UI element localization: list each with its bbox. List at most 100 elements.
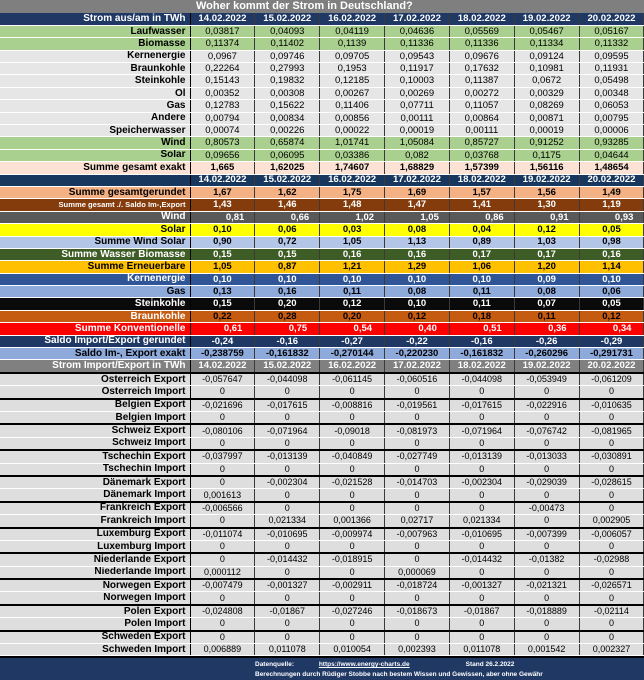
value-cell: 0,00267 [319, 87, 386, 101]
value-cell: 0,04644 [579, 149, 644, 163]
value-cell: 1,56116 [514, 161, 580, 175]
row-label: Summe Konventionelle [0, 322, 191, 336]
value-cell: -0,010635 [579, 397, 644, 412]
row-label: Biomasse [0, 37, 191, 51]
date-cell: 14.02.2022 [190, 359, 256, 374]
value-cell: 0 [254, 566, 321, 580]
value-cell: 0,11402 [254, 37, 321, 51]
value-cell: -0,006566 [190, 500, 256, 516]
value-cell: 0 [319, 629, 386, 645]
row-label: Luxemburg Export [0, 526, 191, 541]
table-row: Wind 0,80573 0,65874 1,01741 1,05084 0,85727 0… [0, 136, 644, 150]
table-row: Steinkohle 0,15 0,20 0,12 0,10 0,11 0,07 0,05 [0, 297, 644, 311]
table-row: Solar 0,09656 0,06095 0,03386 0,082 0,03768 0,… [0, 149, 644, 163]
value-cell: 0,11057 [449, 99, 515, 113]
value-cell: 0,000112 [190, 566, 256, 580]
value-cell: -0,014703 [384, 474, 450, 490]
value-cell: -0,026571 [579, 578, 644, 593]
value-cell: 0,20 [319, 310, 386, 324]
value-cell: 0 [384, 385, 450, 400]
value-cell: 0,15143 [190, 74, 256, 88]
value-cell: 0 [514, 488, 580, 503]
value-cell: 1,75 [319, 186, 386, 200]
value-cell: 1,67 [190, 186, 256, 200]
value-cell: 0 [190, 629, 256, 645]
value-cell: -0,238759 [190, 347, 256, 361]
date-cell: 15.02.2022 [254, 359, 321, 374]
row-label: Solar [0, 149, 191, 163]
value-cell: -0,018673 [384, 603, 450, 619]
value-cell: 0 [319, 566, 386, 580]
value-cell: -0,071964 [254, 423, 321, 438]
value-cell: -0,022916 [514, 397, 580, 412]
value-cell: -0,260296 [514, 347, 580, 361]
value-cell: 0,28 [254, 310, 321, 324]
stand-label: Stand 26.2.2022 [465, 661, 515, 669]
value-cell: 0,00226 [254, 124, 321, 138]
table-row: Norwegen Import 0 0 0 0 0 0 0 [0, 591, 644, 606]
value-cell: 0,03386 [319, 149, 386, 163]
value-cell: 0,00272 [449, 87, 515, 101]
value-cell: -0,01382 [514, 552, 580, 567]
value-cell: 0,34 [579, 322, 644, 336]
value-cell: 0,93285 [579, 136, 644, 150]
value-cell: 0,00074 [190, 124, 256, 138]
row-label: Wind [0, 136, 191, 150]
value-cell: -0,161832 [449, 347, 515, 361]
value-cell: 1,06 [449, 260, 515, 274]
value-cell: 0,10 [254, 273, 321, 287]
source-link[interactable]: https://www.energy-charts.de [318, 661, 410, 669]
row-label: Österreich Export [0, 371, 191, 387]
table-row: Niederlande Export 0 -0,014432 -0,018915 0 -0… [0, 552, 644, 567]
value-cell: 0 [384, 629, 450, 645]
value-cell: 0,12 [384, 310, 450, 324]
value-cell: 0,93 [579, 211, 644, 225]
table-row: Gas 0,12783 0,15622 0,11406 0,07711 0,11057 0,… [0, 99, 644, 113]
value-cell: 0,91 [514, 211, 580, 225]
value-cell: 0,05467 [514, 25, 580, 39]
value-cell: 0,22 [190, 310, 256, 324]
value-cell: 0 [449, 488, 515, 503]
value-cell: 0 [319, 385, 386, 400]
value-cell: 0 [190, 591, 256, 606]
row-label: Tschechin Import [0, 463, 191, 477]
value-cell: 0 [190, 552, 256, 567]
value-cell: 0 [254, 629, 321, 645]
value-cell: 0,00111 [449, 124, 515, 138]
date-cell: 20.02.2022 [579, 13, 644, 26]
value-cell: 0,0967 [190, 50, 256, 64]
value-cell: -0,021528 [319, 474, 386, 490]
date-cell: 17.02.2022 [384, 359, 450, 374]
strom-table: Strom aus/am in TWh 14.02.2022 15.02.2022 1… [0, 13, 644, 657]
value-cell: -0,027749 [384, 449, 450, 464]
value-cell: 1,05 [384, 211, 450, 225]
value-cell: -0,24 [190, 335, 256, 349]
value-cell: 0 [319, 411, 386, 425]
value-cell: -0,017615 [449, 397, 515, 412]
row-label: Steinkohle [0, 74, 191, 88]
value-cell: 0 [579, 566, 644, 580]
value-cell: 0,11 [514, 310, 580, 324]
value-cell: 0,03 [319, 223, 386, 237]
value-cell: 0 [384, 540, 450, 554]
table-row: Belgien Import 0 0 0 0 0 0 0 [0, 411, 644, 425]
value-cell: 1,68829 [384, 161, 450, 175]
date-cell: 18.02.2022 [449, 174, 515, 187]
value-cell: 1,69 [384, 186, 450, 200]
value-cell: 0 [319, 540, 386, 554]
table-row: Schweiz Export -0,080106 -0,071964 -0,09018… [0, 423, 644, 438]
value-cell: -0,006057 [579, 526, 644, 541]
value-cell: 0 [514, 617, 580, 632]
value-cell: 0 [579, 437, 644, 451]
row-label: Andere [0, 112, 191, 126]
date-cell: 16.02.2022 [319, 359, 386, 374]
value-cell: 0,07 [514, 297, 580, 311]
value-cell: 0 [514, 437, 580, 451]
value-cell: 0,04119 [319, 25, 386, 39]
value-cell: 0 [579, 591, 644, 606]
value-cell: 1,62025 [254, 161, 321, 175]
row-label: Solar [0, 223, 191, 237]
value-cell: 0 [254, 437, 321, 451]
value-cell: 0,082 [384, 149, 450, 163]
